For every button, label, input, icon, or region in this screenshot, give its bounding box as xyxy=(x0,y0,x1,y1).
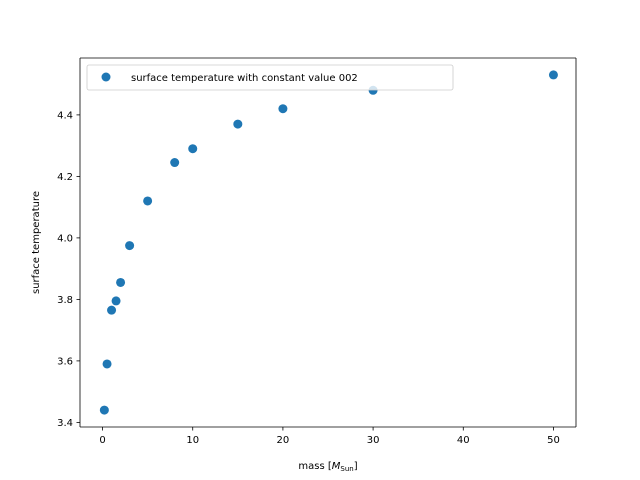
x-axis-label: mass [MSun] xyxy=(298,461,357,473)
x-axis-label-suffix: ] xyxy=(354,461,358,472)
x-tick-label: 0 xyxy=(99,435,105,446)
y-axis-label: surface temperature xyxy=(31,191,42,294)
data-point xyxy=(99,405,109,415)
x-tick-label: 40 xyxy=(457,435,470,446)
legend-entry-label: surface temperature with constant value … xyxy=(131,73,358,84)
data-point xyxy=(143,196,153,206)
data-point xyxy=(188,144,198,154)
data-point xyxy=(233,119,243,129)
y-tick-label: 3.4 xyxy=(57,418,73,429)
y-tick-label: 4.2 xyxy=(57,172,73,183)
y-tick-label: 3.6 xyxy=(57,356,73,367)
y-axis-ticks: 3.4 3.6 3.8 4.0 4.2 4.4 xyxy=(57,110,80,429)
data-point xyxy=(170,158,180,168)
x-axis-label-symbol: M xyxy=(332,461,341,472)
data-point xyxy=(111,296,121,306)
x-tick-label: 50 xyxy=(547,435,560,446)
data-point xyxy=(548,70,558,80)
x-axis-ticks: 0 10 20 30 40 50 xyxy=(99,427,560,446)
data-point xyxy=(116,277,126,287)
x-axis-label-prefix: mass [ xyxy=(298,461,331,472)
axes-frame xyxy=(79,57,577,428)
x-axis-label-subscript: Sun xyxy=(340,465,353,473)
legend-frame xyxy=(86,64,454,91)
data-point xyxy=(278,104,288,114)
legend: surface temperature with constant value … xyxy=(86,64,454,91)
x-tick-label: 20 xyxy=(277,435,290,446)
y-tick-label: 3.8 xyxy=(57,295,73,306)
y-tick-label: 4.0 xyxy=(57,233,73,244)
data-point xyxy=(107,305,117,315)
x-tick-label: 10 xyxy=(186,435,199,446)
data-point xyxy=(102,359,112,369)
x-tick-label: 30 xyxy=(367,435,380,446)
data-point xyxy=(125,241,135,251)
legend-marker xyxy=(101,72,111,82)
y-tick-label: 4.4 xyxy=(57,110,73,121)
plot-area xyxy=(80,58,576,427)
